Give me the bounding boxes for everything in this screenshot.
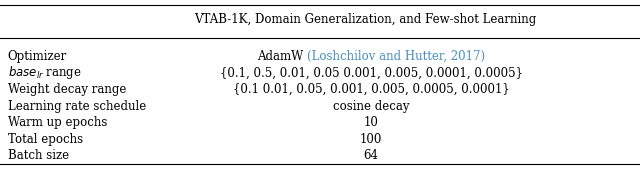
Text: 10: 10 [364, 116, 379, 129]
Text: 64: 64 [364, 149, 379, 162]
Text: {0.1 0.01, 0.05, 0.001, 0.005, 0.0005, 0.0001}: {0.1 0.01, 0.05, 0.001, 0.005, 0.0005, 0… [233, 83, 509, 96]
Text: Warm up epochs: Warm up epochs [8, 116, 107, 129]
Text: VTAB-1K, Domain Generalization, and Few-shot Learning: VTAB-1K, Domain Generalization, and Few-… [194, 13, 536, 26]
Text: $\mathit{base}_{lr}$ range: $\mathit{base}_{lr}$ range [8, 64, 81, 81]
Text: Weight decay range: Weight decay range [8, 83, 126, 96]
Text: 100: 100 [360, 133, 382, 146]
Text: cosine decay: cosine decay [333, 100, 410, 113]
Text: Optimizer: Optimizer [8, 50, 67, 63]
Text: AdamW: AdamW [257, 50, 307, 63]
Text: Batch size: Batch size [8, 149, 69, 162]
Text: Learning rate schedule: Learning rate schedule [8, 100, 146, 113]
Text: {0.1, 0.5, 0.01, 0.05 0.001, 0.005, 0.0001, 0.0005}: {0.1, 0.5, 0.01, 0.05 0.001, 0.005, 0.00… [220, 66, 523, 79]
Text: (Loshchilov and Hutter, 2017): (Loshchilov and Hutter, 2017) [307, 50, 485, 63]
Text: Total epochs: Total epochs [8, 133, 83, 146]
